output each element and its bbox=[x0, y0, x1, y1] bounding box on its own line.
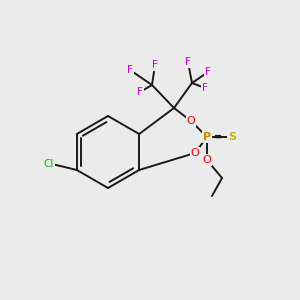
Text: S: S bbox=[228, 132, 236, 142]
Text: F: F bbox=[185, 57, 191, 67]
Text: =: = bbox=[214, 132, 223, 142]
Text: F: F bbox=[127, 65, 133, 75]
Text: F: F bbox=[205, 67, 211, 77]
Text: O: O bbox=[187, 116, 195, 126]
Text: F: F bbox=[137, 87, 143, 97]
Text: O: O bbox=[190, 148, 200, 158]
Text: F: F bbox=[202, 83, 208, 93]
Text: Cl: Cl bbox=[44, 159, 54, 169]
Text: F: F bbox=[152, 60, 158, 70]
Text: P: P bbox=[203, 132, 211, 142]
Text: O: O bbox=[202, 155, 211, 165]
